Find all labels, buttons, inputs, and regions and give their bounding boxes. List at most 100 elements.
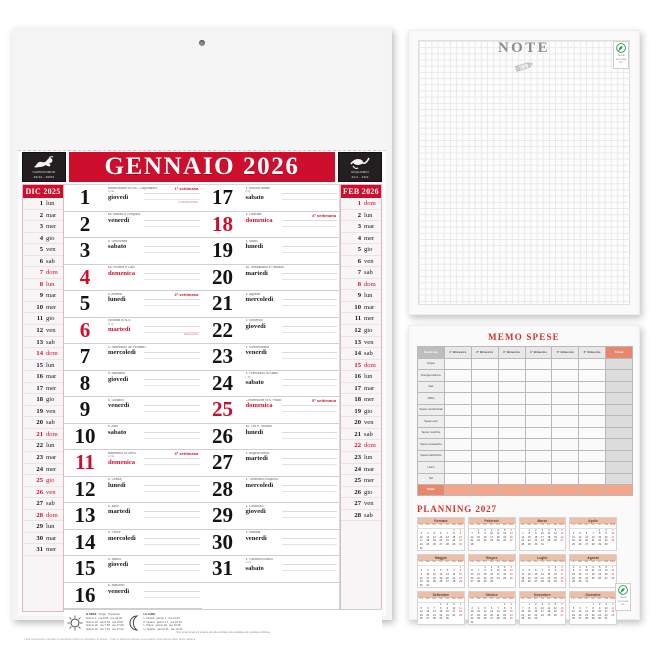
mini-day-cell[interactable]: 11 xyxy=(521,572,525,576)
memo-entry-cell[interactable] xyxy=(578,472,607,485)
mini-day-cell[interactable]: 23 xyxy=(509,613,513,617)
mini-day-cell[interactable]: 27 xyxy=(604,576,608,580)
mini-day-cell[interactable]: 15 xyxy=(503,610,507,614)
calendar-day-row[interactable]: 9 s. Giuliano venerdì xyxy=(64,397,202,424)
mini-day-cell[interactable]: 22 xyxy=(598,539,602,543)
mini-day-cell[interactable]: 30 xyxy=(554,580,557,584)
mini-day-cell[interactable]: 3 xyxy=(497,565,499,569)
mini-day-cell[interactable]: 24 xyxy=(426,580,430,584)
mini-day-cell[interactable]: 8 xyxy=(459,569,462,573)
calendar-day-row[interactable]: 31 s. Giovanni Bosco U.Q. sabato xyxy=(201,556,339,583)
mini-day-cell[interactable]: 11 xyxy=(547,606,551,610)
mini-day-cell[interactable]: 17 xyxy=(604,610,608,614)
mini-day-cell[interactable]: 12 xyxy=(503,532,507,536)
mini-day-cell[interactable]: 17 xyxy=(490,535,493,539)
mini-day-cell[interactable]: 21 xyxy=(477,576,480,580)
calendar-day-row[interactable]: 5 s. Amelia lunedì 2ª settimana xyxy=(64,291,202,318)
mini-day-cell[interactable]: 26 xyxy=(527,580,531,584)
mini-day-cell[interactable]: 21 xyxy=(521,539,525,543)
mini-day-cell[interactable]: 20 xyxy=(560,610,564,614)
mini-day-cell[interactable]: 13 xyxy=(560,606,564,610)
mini-day-cell[interactable]: 23 xyxy=(604,539,608,543)
memo-entry-cell[interactable] xyxy=(524,380,553,393)
calendar-day-row[interactable]: 28 s. Tommaso d'Aquino mercoledì xyxy=(201,477,339,503)
memo-entry-cell[interactable] xyxy=(578,369,607,382)
memo-entry-cell[interactable] xyxy=(470,426,499,439)
memo-entry-cell[interactable] xyxy=(578,380,607,393)
mini-day-cell[interactable]: 16 xyxy=(554,572,557,576)
mini-day-cell[interactable]: 23 xyxy=(578,576,582,580)
mini-day-cell[interactable]: 12 xyxy=(554,606,557,610)
memo-entry-cell[interactable] xyxy=(443,357,472,370)
memo-entry-cell[interactable] xyxy=(497,392,526,405)
mini-day-cell[interactable]: 27 xyxy=(426,617,430,621)
mini-day-cell[interactable]: 19 xyxy=(554,535,557,539)
memo-total-cell[interactable] xyxy=(524,484,553,496)
mini-day-cell[interactable]: 9 xyxy=(554,569,557,573)
calendar-day-row[interactable]: 16 s. Marcello venerdì xyxy=(64,583,202,609)
mini-day-cell[interactable]: 3 xyxy=(427,569,429,573)
mini-day-cell[interactable]: 30 xyxy=(604,542,608,546)
mini-day-cell[interactable]: 18 xyxy=(503,572,507,576)
mini-day-cell[interactable]: 3 xyxy=(561,565,563,569)
mini-day-cell[interactable]: 14 xyxy=(432,610,436,614)
memo-entry-cell[interactable] xyxy=(443,403,472,416)
calendar-day-row[interactable]: 22 s. Vincenzo giovedì xyxy=(201,318,339,344)
mini-day-cell[interactable]: 23 xyxy=(554,576,557,580)
mini-day-cell[interactable]: 19 xyxy=(572,613,575,617)
mini-day-cell[interactable]: 30 xyxy=(459,542,462,546)
mini-day-cell[interactable]: 21 xyxy=(611,572,615,576)
memo-total-cell[interactable] xyxy=(605,484,633,496)
mini-day-cell[interactable]: 15 xyxy=(477,535,480,539)
mini-day-cell[interactable]: 3 xyxy=(612,528,614,532)
mini-day-cell[interactable]: 26 xyxy=(554,613,557,617)
mini-day-cell[interactable]: 16 xyxy=(483,535,487,539)
mini-day-cell[interactable]: 7 xyxy=(585,606,588,610)
mini-day-cell[interactable]: 26 xyxy=(554,539,557,543)
mini-day-cell[interactable]: 9 xyxy=(490,569,493,573)
mini-day-cell[interactable]: 4 xyxy=(572,532,575,536)
mini-day-cell[interactable]: 11 xyxy=(503,569,506,573)
memo-entry-cell[interactable] xyxy=(578,426,607,439)
calendar-day-row[interactable]: 6 Epifania di N.S. U.Q. martedì EPIFANIA xyxy=(64,318,202,344)
mini-day-cell[interactable]: 5 xyxy=(440,569,442,573)
memo-entry-cell[interactable] xyxy=(524,472,553,485)
mini-day-cell[interactable]: 7 xyxy=(433,606,436,610)
mini-day-cell[interactable]: 29 xyxy=(459,580,462,584)
mini-day-cell[interactable]: 20 xyxy=(534,576,538,580)
mini-day-cell[interactable]: 25 xyxy=(547,539,551,543)
mini-day-cell[interactable]: 22 xyxy=(477,539,480,543)
mini-day-cell[interactable]: 30 xyxy=(534,542,538,546)
mini-day-cell[interactable] xyxy=(457,617,464,621)
mini-day-cell[interactable]: 22 xyxy=(439,613,443,617)
memo-entry-cell[interactable] xyxy=(524,392,553,405)
mini-day-cell[interactable]: 11 xyxy=(611,606,615,610)
mini-day-cell[interactable]: 5 xyxy=(598,565,601,569)
memo-total-cell[interactable] xyxy=(605,461,633,474)
mini-day-cell[interactable]: 5 xyxy=(579,532,581,536)
mini-day-cell[interactable]: 2 xyxy=(554,565,557,569)
mini-day-cell[interactable]: 20 xyxy=(560,535,564,539)
mini-day-cell[interactable]: 24 xyxy=(419,542,423,546)
calendar-day-row[interactable]: 21 s. Agnese mercoledì xyxy=(201,291,339,318)
memo-entry-cell[interactable] xyxy=(470,403,499,416)
mini-day-cell[interactable]: 18 xyxy=(496,535,500,539)
mini-day-cell[interactable]: 19 xyxy=(503,535,507,539)
mini-day-cell[interactable]: 18 xyxy=(521,576,525,580)
mini-day-cell[interactable]: 8 xyxy=(484,569,486,573)
memo-entry-cell[interactable] xyxy=(578,461,607,474)
mini-day-cell[interactable]: 4 xyxy=(548,602,550,606)
mini-day-cell[interactable]: 25 xyxy=(547,613,551,617)
memo-entry-cell[interactable] xyxy=(470,369,499,382)
mini-day-cell[interactable]: 7 xyxy=(522,606,524,610)
memo-entry-cell[interactable] xyxy=(524,415,553,428)
mini-day-cell[interactable]: 15 xyxy=(547,572,551,576)
mini-day-cell[interactable]: 14 xyxy=(521,535,525,539)
mini-day-cell[interactable]: 11 xyxy=(459,606,462,610)
mini-day-cell[interactable]: 6 xyxy=(561,602,563,606)
mini-day-cell[interactable]: 16 xyxy=(509,610,513,614)
mini-day-cell[interactable]: 17 xyxy=(470,613,474,617)
mini-day-cell[interactable]: 4 xyxy=(497,528,499,532)
mini-day-cell[interactable]: 28 xyxy=(496,617,500,621)
mini-day-cell[interactable]: 10 xyxy=(496,569,500,573)
